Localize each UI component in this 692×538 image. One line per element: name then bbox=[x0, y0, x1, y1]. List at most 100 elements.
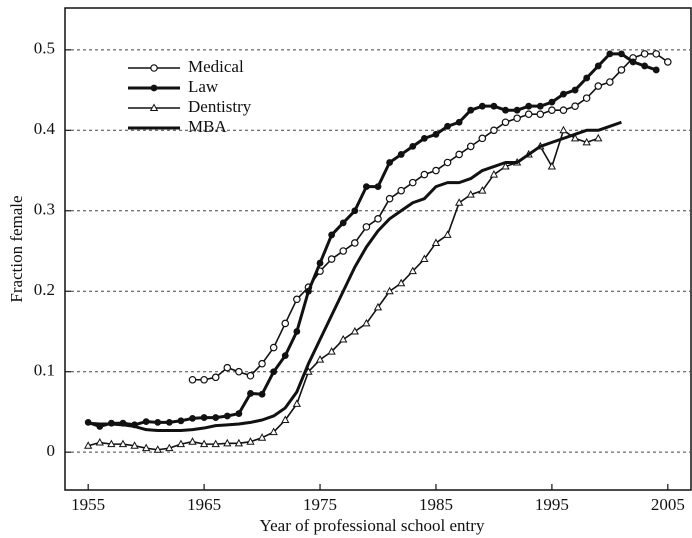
x-tick-label: 2005 bbox=[651, 495, 685, 514]
point bbox=[652, 66, 660, 74]
y-tick-label: 0.3 bbox=[34, 200, 55, 219]
point bbox=[547, 161, 557, 170]
point bbox=[560, 90, 567, 98]
point bbox=[281, 415, 290, 423]
point bbox=[293, 295, 301, 304]
point bbox=[327, 255, 336, 263]
point bbox=[212, 414, 220, 421]
point bbox=[363, 183, 370, 191]
point bbox=[351, 239, 359, 247]
point bbox=[351, 207, 359, 215]
point bbox=[235, 367, 243, 376]
point bbox=[617, 66, 626, 74]
point bbox=[257, 433, 267, 441]
series-line bbox=[88, 120, 622, 432]
point bbox=[211, 439, 220, 448]
point bbox=[409, 143, 417, 150]
point bbox=[466, 190, 475, 198]
point bbox=[235, 410, 243, 417]
point bbox=[374, 215, 382, 223]
point bbox=[176, 439, 186, 448]
point bbox=[443, 230, 452, 238]
point bbox=[583, 74, 591, 82]
point bbox=[397, 151, 405, 158]
point bbox=[305, 287, 312, 295]
point bbox=[374, 183, 382, 191]
point bbox=[513, 106, 521, 114]
point bbox=[118, 439, 128, 448]
point bbox=[386, 159, 393, 166]
point bbox=[258, 359, 266, 368]
point bbox=[501, 161, 510, 170]
point bbox=[95, 437, 104, 446]
legend-marker bbox=[150, 64, 158, 72]
point bbox=[385, 286, 394, 295]
point bbox=[432, 166, 440, 175]
point bbox=[618, 50, 625, 58]
legend-label: Dentistry bbox=[188, 97, 252, 116]
point bbox=[269, 427, 278, 436]
point bbox=[536, 110, 545, 119]
point bbox=[258, 390, 266, 398]
point bbox=[200, 375, 208, 384]
point bbox=[247, 390, 254, 397]
point bbox=[444, 122, 451, 130]
point bbox=[420, 254, 429, 263]
legend-label: Medical bbox=[188, 57, 244, 76]
point bbox=[315, 355, 325, 363]
point bbox=[327, 347, 336, 355]
point bbox=[606, 50, 614, 58]
point bbox=[188, 375, 197, 384]
point bbox=[269, 343, 278, 352]
point bbox=[548, 106, 556, 114]
x-tick-label: 1975 bbox=[303, 495, 337, 514]
point bbox=[501, 118, 510, 127]
legend-marker bbox=[149, 103, 159, 111]
point bbox=[339, 247, 348, 255]
point bbox=[582, 137, 591, 146]
point bbox=[641, 62, 649, 70]
legend-label: Law bbox=[188, 77, 219, 96]
y-tick-label: 0 bbox=[47, 441, 56, 460]
point bbox=[431, 238, 441, 246]
point bbox=[594, 133, 603, 142]
point bbox=[408, 178, 417, 187]
point bbox=[489, 170, 499, 178]
point bbox=[142, 443, 151, 452]
point bbox=[606, 78, 614, 86]
point bbox=[200, 414, 208, 421]
point bbox=[455, 118, 463, 126]
x-tick-label: 1985 bbox=[419, 495, 453, 514]
point bbox=[466, 142, 475, 151]
point bbox=[490, 126, 498, 135]
point bbox=[408, 266, 417, 275]
point bbox=[199, 439, 209, 448]
point bbox=[223, 438, 232, 447]
point bbox=[362, 223, 371, 231]
point bbox=[246, 371, 255, 380]
point bbox=[293, 328, 301, 335]
point bbox=[385, 194, 394, 203]
point bbox=[316, 259, 324, 267]
point bbox=[478, 134, 487, 143]
point bbox=[455, 198, 464, 206]
point bbox=[397, 278, 406, 287]
x-axis-title: Year of professional school entry bbox=[260, 516, 485, 535]
y-tick-label: 0.5 bbox=[34, 39, 55, 58]
point bbox=[211, 373, 220, 382]
point bbox=[570, 133, 580, 142]
series-line bbox=[192, 53, 669, 381]
point bbox=[548, 98, 556, 106]
point bbox=[328, 231, 336, 239]
point bbox=[640, 50, 649, 58]
point bbox=[420, 170, 429, 179]
point bbox=[490, 102, 498, 110]
point bbox=[478, 102, 486, 110]
point bbox=[571, 102, 579, 110]
point bbox=[189, 414, 196, 422]
legend-label: MBA bbox=[188, 117, 227, 136]
point bbox=[154, 419, 162, 426]
point bbox=[559, 125, 568, 134]
point bbox=[142, 418, 150, 426]
